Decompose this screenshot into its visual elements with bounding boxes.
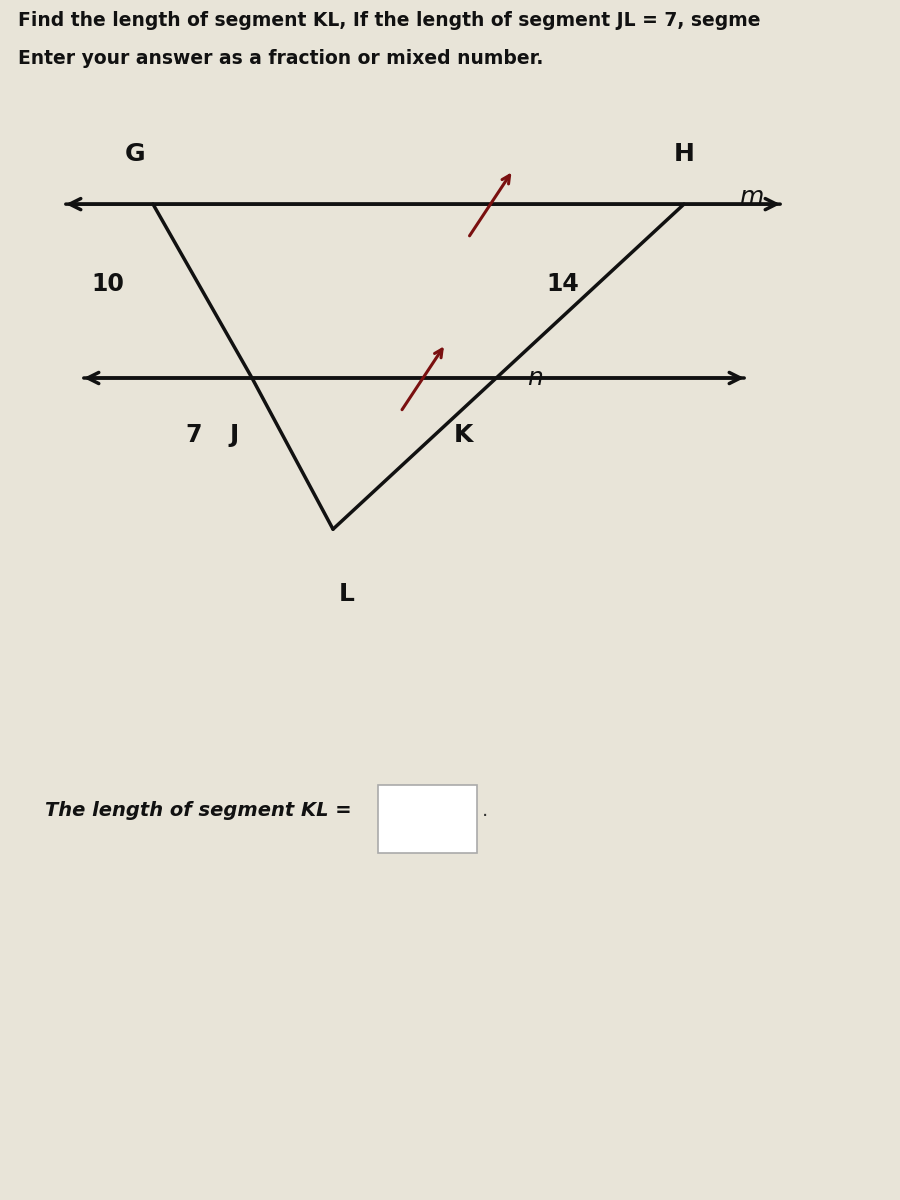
- Text: n: n: [527, 366, 544, 390]
- Text: 14: 14: [546, 272, 579, 296]
- FancyBboxPatch shape: [378, 785, 477, 853]
- Text: .: .: [482, 800, 488, 820]
- Text: The length of segment KL =: The length of segment KL =: [45, 800, 352, 820]
- Text: m: m: [739, 185, 764, 209]
- Text: 10: 10: [92, 272, 124, 296]
- Text: J: J: [230, 424, 238, 448]
- Text: Find the length of segment KL, If the length of segment JL = 7, segme: Find the length of segment KL, If the le…: [18, 11, 760, 30]
- Text: H: H: [673, 143, 695, 167]
- Text: Enter your answer as a fraction or mixed number.: Enter your answer as a fraction or mixed…: [18, 49, 544, 68]
- Text: G: G: [125, 143, 145, 167]
- Text: L: L: [338, 582, 355, 606]
- Text: 7: 7: [185, 424, 202, 448]
- Text: K: K: [454, 424, 473, 448]
